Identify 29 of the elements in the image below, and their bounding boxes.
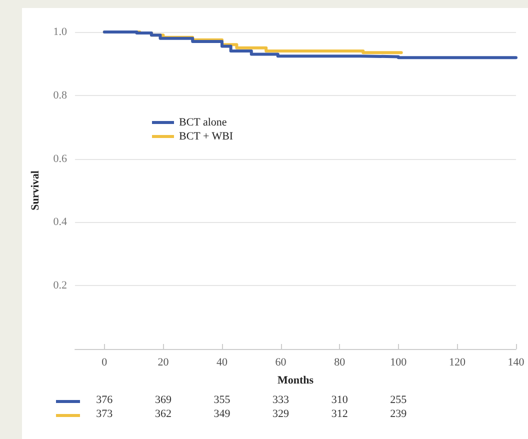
y-tick-label: 0.4 xyxy=(53,216,68,228)
y-tick-label: 0.6 xyxy=(53,152,68,165)
x-tick-label: 40 xyxy=(216,356,228,368)
x-tick-label: 20 xyxy=(158,356,170,368)
text: 333 xyxy=(272,394,290,406)
x-tick-label: 100 xyxy=(390,356,408,368)
x-axis-title: Months xyxy=(277,374,314,386)
legend-label: BCT + WBI xyxy=(179,130,234,142)
text: 312 xyxy=(331,408,348,420)
x-tick-label: 80 xyxy=(334,356,346,368)
text: 329 xyxy=(272,408,290,420)
y-axis-title: Survival xyxy=(30,170,42,210)
x-tick-label: 0 xyxy=(102,356,108,368)
y-tick-label: 0.2 xyxy=(53,280,67,292)
y-tick-label: 1.0 xyxy=(53,26,68,38)
text: 355 xyxy=(214,394,230,406)
text: 239 xyxy=(390,408,407,420)
text: 376 xyxy=(96,394,113,406)
text: 362 xyxy=(154,408,172,420)
text: 255 xyxy=(390,394,407,406)
text: 369 xyxy=(154,394,172,406)
legend-label: BCT alone xyxy=(179,116,227,128)
text: 373 xyxy=(96,408,113,420)
x-tick-label: 60 xyxy=(275,356,287,368)
y-tick-label: 0.8 xyxy=(53,89,68,102)
x-tick-label: 140 xyxy=(508,356,525,368)
text: 349 xyxy=(214,408,230,420)
text: 310 xyxy=(331,394,348,406)
x-tick-label: 120 xyxy=(448,356,466,368)
